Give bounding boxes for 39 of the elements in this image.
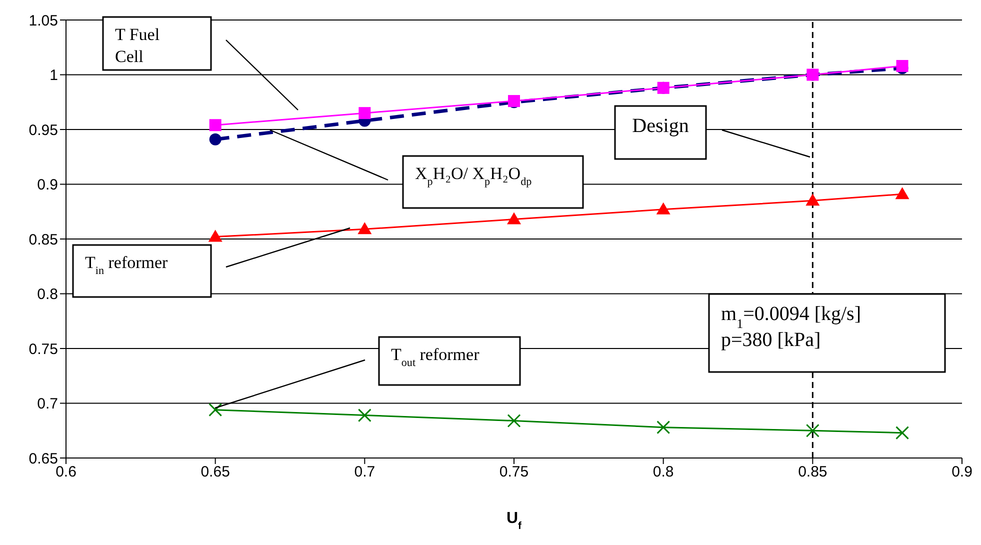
point <box>896 60 908 72</box>
y-tick-label: 0.65 <box>28 450 58 468</box>
point <box>507 414 521 428</box>
y-tick-label: 0.85 <box>28 231 58 248</box>
x-tick-label: 0.75 <box>499 464 529 481</box>
point <box>806 424 820 438</box>
x-axis-title: U$_{f}$ <box>506 510 522 532</box>
annotation: X$_{p}$H₂O/ X$_{p}$H₂O$_{dp}$ <box>415 164 532 188</box>
x-tick-label: 0.6 <box>56 464 76 481</box>
point <box>895 187 910 200</box>
x-tick-label: 0.7 <box>354 464 376 481</box>
point <box>358 107 371 120</box>
point <box>208 403 222 417</box>
x-tick-label: 0.8 <box>652 464 674 481</box>
x-tick-label: 0.65 <box>200 464 230 481</box>
y-tick-label: 0.75 <box>28 340 58 358</box>
annotation: T$_{out}$ reformer <box>391 345 480 369</box>
x-tick-label: 0.85 <box>798 464 828 481</box>
y-tick-label: 0.8 <box>37 286 58 304</box>
y-tick-label: 1 <box>50 67 58 84</box>
point <box>208 230 222 242</box>
point <box>656 420 670 434</box>
point <box>806 194 820 206</box>
annotation: T Fuel Cell <box>115 25 160 66</box>
y-tick-label: 0.95 <box>28 122 58 139</box>
y-tick-label: 1.05 <box>28 12 58 30</box>
annotation: T$_{in}$ reformer <box>85 253 168 277</box>
y-tick-label: 0.7 <box>37 396 58 413</box>
point <box>358 222 372 234</box>
point <box>656 202 670 214</box>
point <box>209 133 222 146</box>
point <box>896 426 910 440</box>
annotation: Design <box>632 115 689 137</box>
point <box>209 119 222 132</box>
point <box>358 408 372 422</box>
y-tick-label: 0.9 <box>37 176 58 194</box>
annotation: m$_{1}$=0.0094 [kg/s] p=380 [kPa] <box>721 303 862 351</box>
x-tick-label: 0.9 <box>952 464 972 481</box>
point <box>507 212 521 224</box>
